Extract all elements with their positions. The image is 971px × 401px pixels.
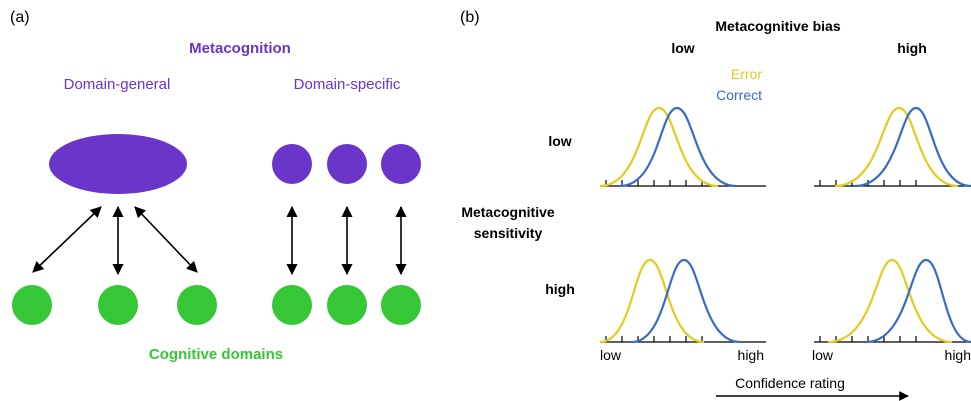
sensitivity-high-label: high bbox=[545, 281, 575, 297]
sensitivity-title-line2: sensitivity bbox=[474, 225, 543, 241]
error-curve bbox=[834, 106, 959, 188]
panel-a: (a) Metacognition Domain-general Domain-… bbox=[10, 9, 421, 363]
cognitive-domain-node-3 bbox=[177, 285, 217, 325]
x-tick-high-2: high bbox=[945, 347, 971, 363]
cognitive-domain-node-2 bbox=[98, 285, 138, 325]
panel-a-label: (a) bbox=[10, 9, 30, 26]
confidence-rating-label: Confidence rating bbox=[735, 375, 845, 391]
x-tick-low-2: low bbox=[812, 347, 834, 363]
bias-low-label: low bbox=[671, 40, 694, 56]
sensitivity-title-line1: Metacognitive bbox=[461, 204, 555, 220]
subplot-low-sens-high-bias bbox=[814, 106, 971, 188]
error-curve bbox=[599, 258, 705, 344]
correct-curve bbox=[619, 106, 737, 188]
legend-correct: Correct bbox=[716, 87, 762, 103]
domain-specific-label: Domain-specific bbox=[294, 76, 401, 93]
x-tick-low: low bbox=[600, 347, 622, 363]
bias-title: Metacognitive bias bbox=[715, 18, 840, 34]
correct-curve bbox=[854, 106, 971, 188]
panel-b-label: (b) bbox=[460, 9, 480, 26]
error-curve bbox=[599, 106, 719, 188]
sensitivity-low-label: low bbox=[548, 133, 571, 149]
metacognition-title: Metacognition bbox=[189, 40, 291, 57]
cognitive-domain-node-5 bbox=[327, 285, 367, 325]
legend-error: Error bbox=[731, 66, 762, 82]
x-tick-high: high bbox=[738, 347, 764, 363]
subplot-high-sens-high-bias: low high bbox=[812, 258, 971, 363]
arrow-general-right bbox=[134, 206, 198, 273]
domain-specific-node-3 bbox=[381, 144, 421, 184]
axis-ticks bbox=[819, 336, 917, 342]
cognitive-domain-node-1 bbox=[12, 285, 52, 325]
cognitive-domains-label: Cognitive domains bbox=[149, 346, 283, 363]
correct-curve bbox=[631, 258, 741, 344]
axis-ticks bbox=[605, 336, 703, 342]
cognitive-domain-node-6 bbox=[381, 285, 421, 325]
error-curve bbox=[827, 258, 953, 344]
bias-high-label: high bbox=[897, 40, 927, 56]
subplot-high-sens-low-bias: low high bbox=[599, 258, 766, 363]
domain-general-label: Domain-general bbox=[64, 76, 171, 93]
subplot-low-sens-low-bias bbox=[599, 106, 766, 188]
domain-specific-node-1 bbox=[272, 144, 312, 184]
correct-curve bbox=[865, 258, 971, 344]
arrow-general-left bbox=[32, 206, 102, 273]
panel-b: (b) Metacognitive bias low high Error Co… bbox=[460, 9, 971, 401]
domain-specific-node-2 bbox=[327, 144, 367, 184]
cognitive-domain-node-4 bbox=[272, 285, 312, 325]
domain-general-node bbox=[49, 134, 187, 194]
